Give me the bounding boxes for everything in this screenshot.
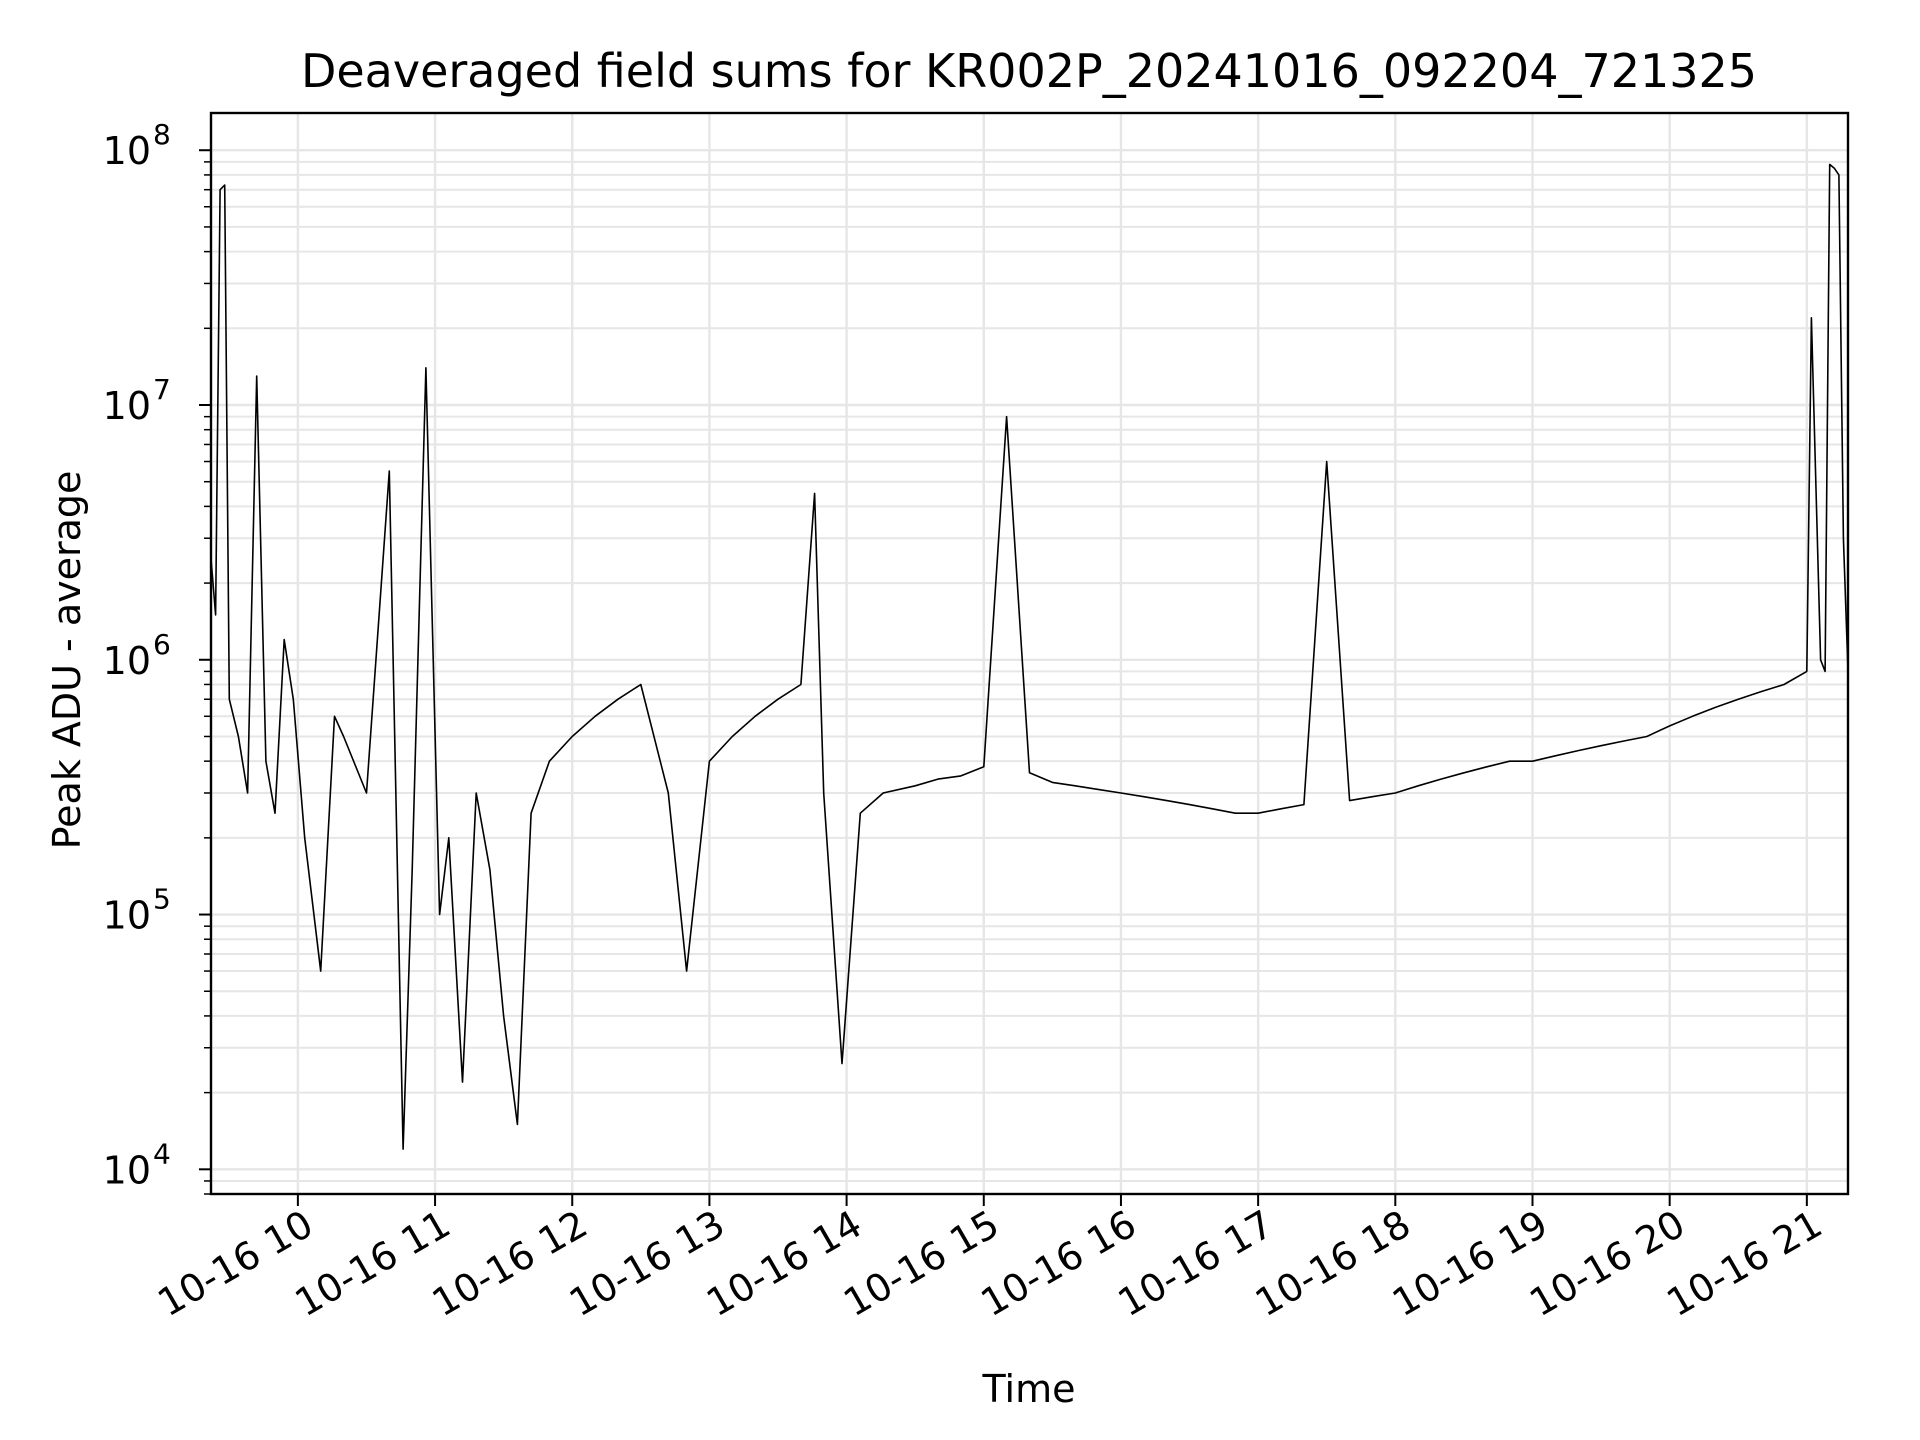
y-tick-label: 10 xyxy=(103,384,151,428)
chart-title: Deaveraged field sums for KR002P_2024101… xyxy=(301,44,1757,98)
y-axis-label: Peak ADU - average xyxy=(45,471,89,850)
y-tick-label-exponent: 6 xyxy=(153,628,171,661)
data-series-line xyxy=(210,163,1849,1150)
y-tick-label-exponent: 4 xyxy=(153,1137,171,1170)
y-tick-label: 10 xyxy=(103,1148,151,1192)
y-tick-label: 10 xyxy=(103,129,151,173)
x-axis-label: Time xyxy=(982,1367,1076,1411)
axis-layer xyxy=(209,111,1850,1196)
y-tick-label-exponent: 5 xyxy=(153,883,171,916)
y-tick-label: 10 xyxy=(103,894,151,938)
series-layer xyxy=(210,163,1849,1150)
y-tick-label-exponent: 8 xyxy=(153,118,171,151)
grid-layer xyxy=(211,113,1848,1195)
plot-frame xyxy=(209,111,1850,1196)
y-tick-label-exponent: 7 xyxy=(153,373,171,406)
y-tick-label: 10 xyxy=(103,639,151,683)
